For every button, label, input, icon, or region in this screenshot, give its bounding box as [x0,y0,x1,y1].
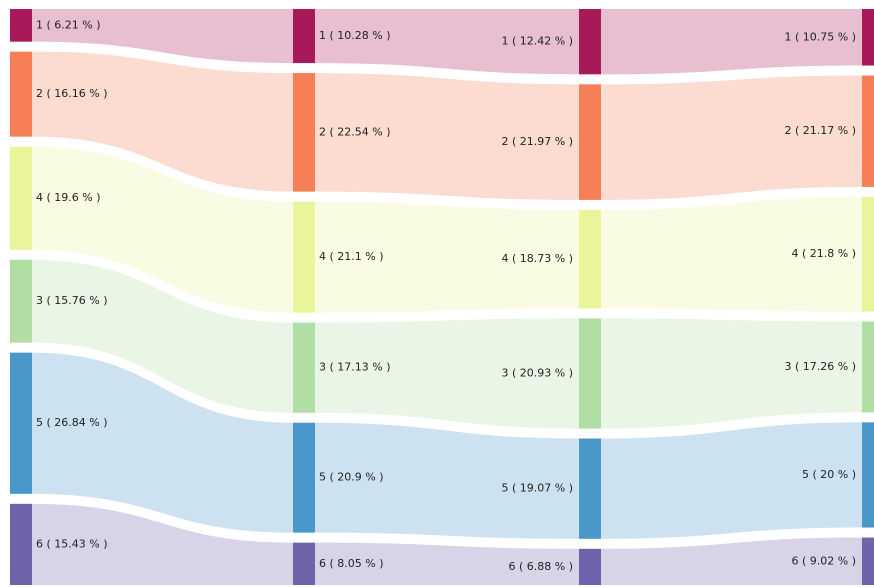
node [579,548,601,585]
node [862,9,874,66]
node [10,503,32,585]
flow [315,422,579,539]
node-label: 1 ( 12.42 % ) [501,35,573,48]
node-label: 5 ( 19.07 % ) [501,482,573,495]
flow [32,503,293,585]
node-label: 3 ( 17.26 % ) [784,360,856,373]
node-label: 4 ( 21.1 % ) [319,250,384,263]
node-label: 6 ( 6.88 % ) [508,560,573,573]
node-label: 4 ( 21.8 % ) [791,247,856,260]
node-label: 1 ( 6.21 % ) [36,18,101,31]
node-label: 5 ( 20 % ) [802,468,856,481]
flow [32,51,293,192]
node [579,84,601,200]
flow [601,422,862,539]
flow [315,73,579,200]
node-label: 2 ( 21.97 % ) [501,135,573,148]
flow [601,196,862,312]
node [862,422,874,528]
node [579,9,601,75]
node-label: 4 ( 18.73 % ) [501,252,573,265]
node-label: 2 ( 22.54 % ) [319,125,391,138]
node [579,438,601,539]
node-label: 5 ( 20.9 % ) [319,471,384,484]
node-label: 3 ( 15.76 % ) [36,294,108,307]
flow [601,318,862,429]
flow [315,9,579,75]
node-label: 3 ( 17.13 % ) [319,361,391,374]
node-label: 3 ( 20.93 % ) [501,366,573,379]
flow [601,9,862,75]
flow [315,542,579,585]
node [293,422,315,533]
node [862,75,874,187]
flow [601,537,862,585]
node-label: 4 ( 19.6 % ) [36,191,101,204]
node-label: 1 ( 10.75 % ) [784,30,856,43]
node [10,146,32,250]
node [10,51,32,137]
flow [315,318,579,429]
node-label: 2 ( 21.17 % ) [784,124,856,137]
node [862,196,874,312]
flows [32,9,862,585]
flow [32,352,293,533]
node [862,321,874,413]
node-label: 6 ( 15.43 % ) [36,537,108,550]
flow [32,9,293,64]
flow [315,201,579,313]
node [10,9,32,42]
node [293,542,315,585]
node-label: 6 ( 9.02 % ) [791,554,856,567]
flow [32,146,293,313]
node [862,537,874,585]
node-label: 1 ( 10.28 % ) [319,29,391,42]
node [10,352,32,494]
node [293,322,315,413]
node-label: 6 ( 8.05 % ) [319,557,384,570]
node-label: 2 ( 16.16 % ) [36,87,108,100]
node [10,259,32,343]
node [293,73,315,192]
flow [32,259,293,413]
node [579,209,601,309]
flow [601,75,862,200]
node-label: 5 ( 26.84 % ) [36,416,108,429]
node [293,201,315,313]
node [579,318,601,429]
node [293,9,315,64]
